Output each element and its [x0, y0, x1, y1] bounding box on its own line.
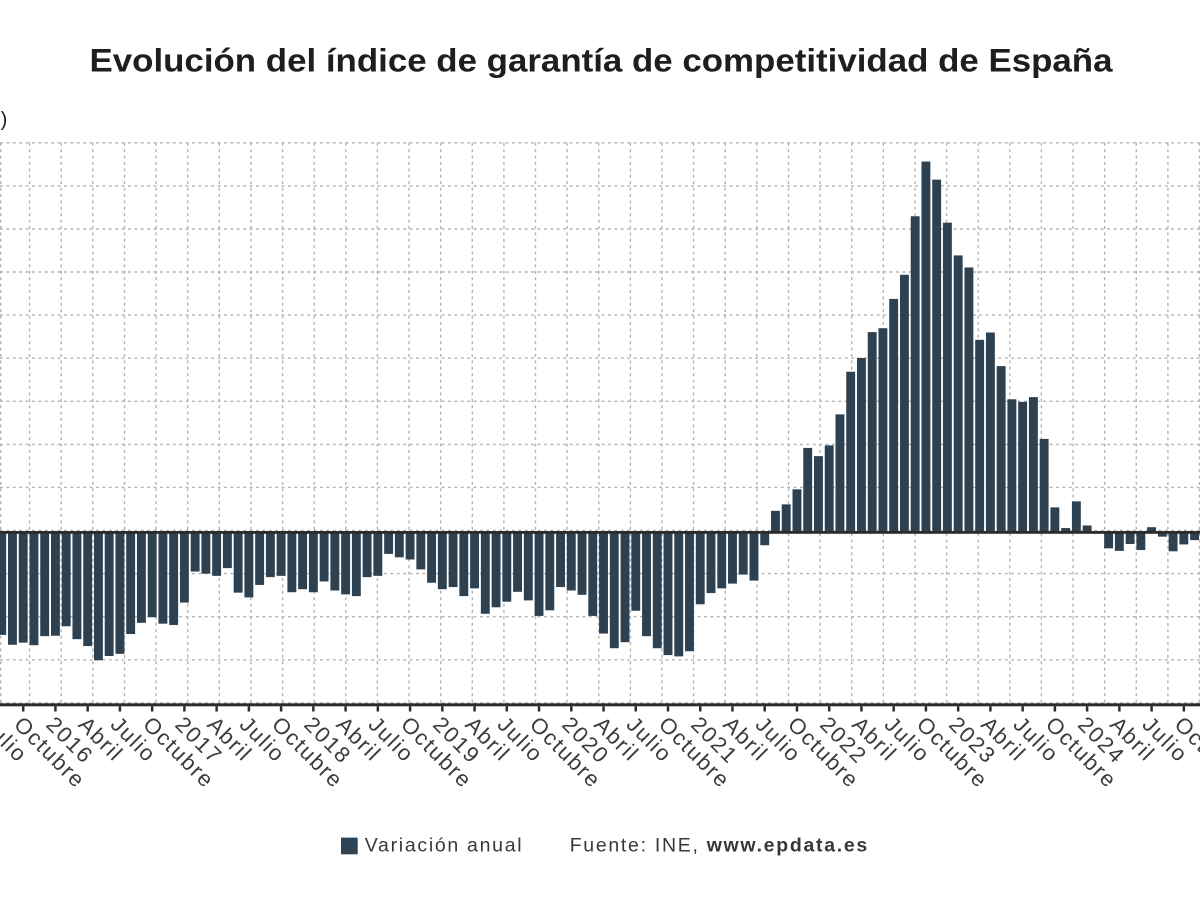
svg-text:): ): [1, 109, 8, 131]
svg-text:Fuente: INE, www.epdata.es: Fuente: INE, www.epdata.es: [570, 835, 869, 857]
svg-text:Variación anual: Variación anual: [365, 835, 523, 857]
svg-text:Evolución del índice de garant: Evolución del índice de garantía de comp…: [90, 43, 1113, 79]
